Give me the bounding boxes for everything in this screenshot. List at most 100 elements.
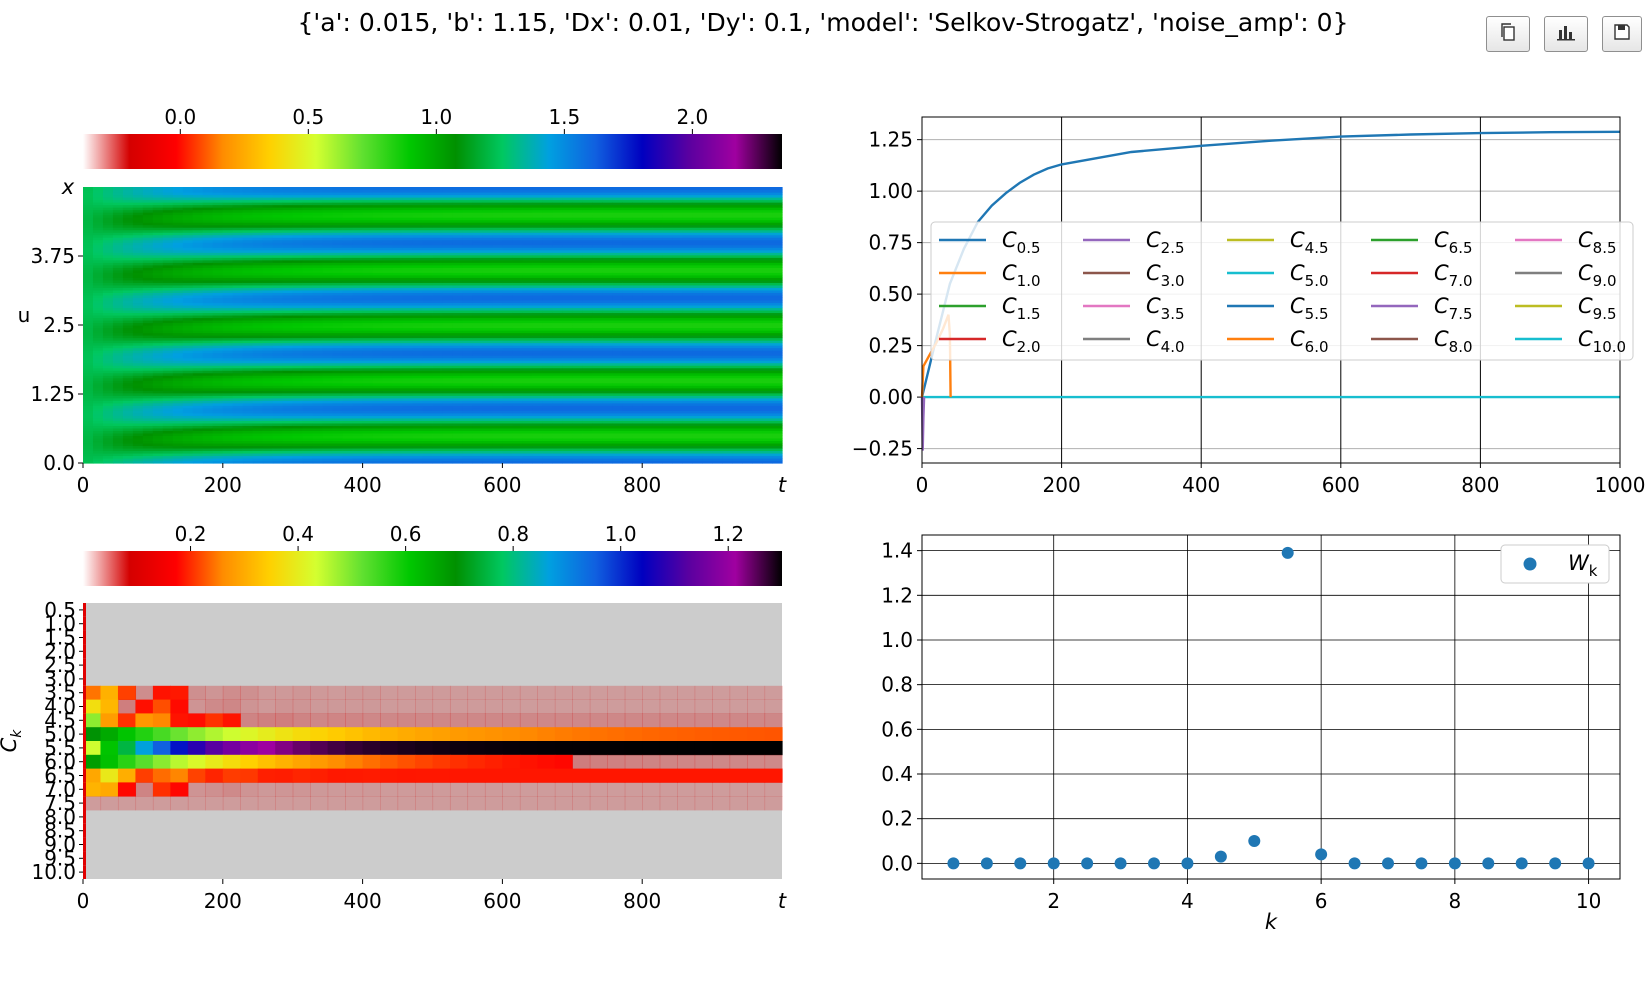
u-field-cell (83, 352, 94, 356)
u-field-cell (342, 370, 354, 374)
copy-button[interactable] (1486, 16, 1530, 52)
u-field-cell (342, 340, 354, 344)
u-field-cell (192, 377, 204, 381)
u-field-cell (402, 249, 414, 253)
u-field-cell (83, 365, 94, 369)
u-field-cell (352, 332, 364, 336)
u-field-cell (272, 272, 284, 276)
u-field-cell (362, 234, 374, 238)
u-field-cell (242, 362, 254, 366)
u-field-cell (272, 229, 284, 233)
u-field-cell (112, 352, 124, 356)
u-field-cell (132, 277, 144, 281)
u-field-cell (252, 365, 264, 369)
u-field-cell (132, 350, 144, 354)
u-field-cell (242, 244, 254, 248)
u-field-cell (172, 402, 184, 406)
u-field-cell (442, 267, 454, 271)
u-field-cell (202, 457, 214, 462)
u-field-cell (252, 294, 264, 298)
u-field-cell (272, 209, 284, 213)
u-field-cell (442, 232, 454, 236)
u-field-cell (362, 267, 374, 271)
u-field-cell (472, 279, 484, 283)
u-field-cell (262, 294, 274, 298)
u-field-cell (342, 247, 354, 251)
u-field-cell (122, 385, 134, 389)
u-field-cell (302, 370, 314, 374)
u-field-cell (132, 430, 144, 434)
u-field-cell (382, 422, 394, 426)
u-field-cell (492, 307, 503, 311)
u-field-cell (322, 249, 334, 253)
u-field-cell (442, 432, 454, 436)
u-field-cell (262, 322, 274, 326)
u-field-cell (492, 202, 503, 206)
u-field-cell (332, 445, 344, 449)
u-field-cell (162, 422, 174, 426)
u-field-cell (282, 347, 294, 351)
u-field-cell (222, 262, 234, 266)
u-field-cell (452, 447, 464, 452)
u-field-cell (362, 277, 374, 281)
u-field-cell (522, 442, 533, 447)
u-field-cell (102, 360, 114, 364)
u-field-cell (202, 337, 214, 341)
u-field-cell (152, 264, 164, 268)
u-field-cell (412, 219, 424, 223)
bar-chart-button[interactable] (1544, 16, 1588, 52)
u-field-cell (482, 199, 494, 203)
u-field-cell (312, 277, 324, 281)
u-field-cell (432, 264, 444, 268)
u-field-cell (312, 455, 324, 459)
u-field-cell (502, 274, 513, 278)
u-field-cell (342, 365, 354, 369)
u-field-cell (102, 375, 114, 379)
u-field-cell (122, 455, 134, 459)
u-field-cell (282, 355, 294, 359)
u-field-cell (172, 224, 184, 228)
u-field-cell (262, 420, 274, 424)
u-field-cell (412, 322, 424, 326)
u-field-cell (252, 370, 264, 374)
u-field-cell (212, 357, 224, 361)
u-field-cell (222, 332, 234, 336)
u-field-cell (412, 209, 424, 213)
u-field-cell (83, 287, 94, 291)
u-field-cell (502, 347, 513, 351)
u-field-cell (152, 360, 164, 364)
u-field-cell (322, 262, 334, 266)
u-field-cell (142, 249, 154, 253)
u-field-cell (442, 345, 454, 349)
u-field-cell (402, 395, 414, 399)
u-field-cell (422, 340, 434, 344)
u-field-cell (432, 405, 444, 409)
u-field-cell (362, 420, 374, 424)
u-field-cell (112, 244, 124, 248)
save-button[interactable] (1602, 16, 1642, 52)
u-field-cell (382, 207, 394, 211)
u-field-cell (112, 277, 124, 281)
u-field-cell (382, 350, 394, 354)
u-field-cell (322, 322, 334, 326)
u-field-cell (122, 299, 134, 304)
u-field-cell (362, 289, 374, 293)
u-field-cell (162, 214, 174, 218)
u-field-cell (292, 435, 304, 439)
u-field-cell (222, 194, 234, 198)
u-field-cell (282, 247, 294, 251)
u-field-cell (362, 269, 374, 273)
u-field-cell (122, 372, 134, 376)
u-field-cell (512, 294, 523, 298)
u-field-cell (372, 272, 384, 276)
u-field-cell (522, 284, 533, 288)
u-field-cell (452, 442, 464, 447)
u-field-cell (292, 187, 304, 191)
u-field-cell (172, 452, 184, 457)
u-field-cell (352, 340, 364, 344)
u-field-cell (83, 284, 94, 288)
u-field-cell (192, 257, 204, 261)
u-field-cell (432, 187, 444, 191)
u-field-cell (322, 244, 334, 248)
u-field-cell (83, 410, 94, 414)
